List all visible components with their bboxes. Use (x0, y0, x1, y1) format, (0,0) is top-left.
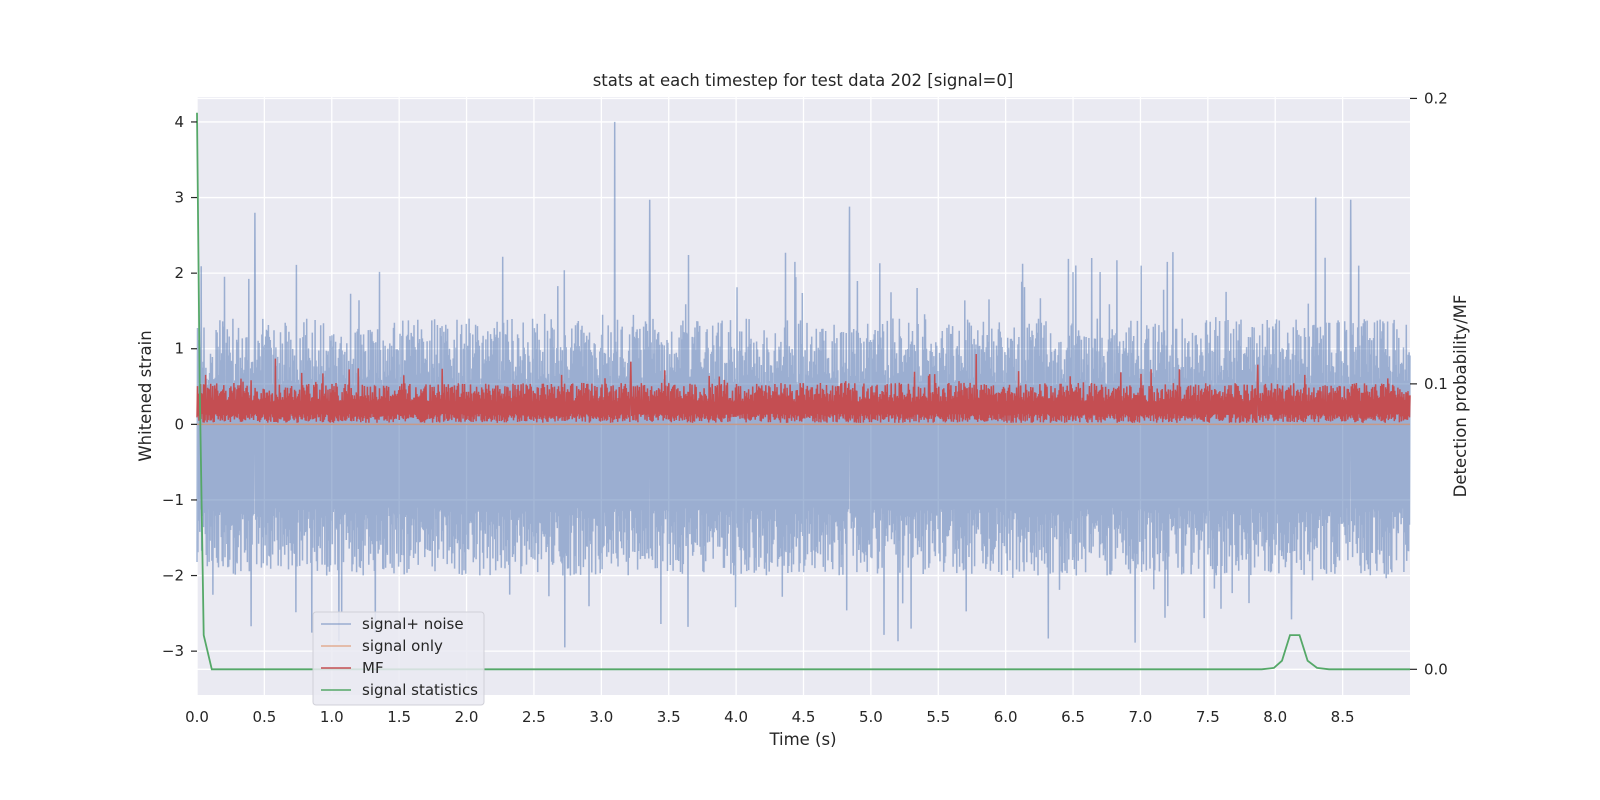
y2-tick-label: 0.0 (1424, 660, 1448, 678)
x-tick-label: 3.5 (657, 708, 681, 726)
y-axis-label: Whitened strain (136, 330, 155, 461)
y2-tick-label: 0.2 (1424, 89, 1448, 107)
x-tick-label: 0.0 (185, 708, 209, 726)
x-tick-label: 7.0 (1129, 708, 1153, 726)
y-tick-label: 3 (174, 189, 184, 207)
x-tick-label: 2.0 (455, 708, 479, 726)
y2-axis-ticks: 0.0 0.1 0.2 (1410, 89, 1448, 678)
x-axis-label: Time (s) (768, 730, 836, 749)
x-tick-label: 6.5 (1061, 708, 1085, 726)
x-tick-label: 4.0 (724, 708, 748, 726)
y-tick-label: 2 (174, 264, 184, 282)
legend-label-signal-noise: signal+ noise (362, 615, 464, 633)
x-tick-label: 1.5 (387, 708, 411, 726)
legend-label-mf: MF (362, 659, 384, 677)
y2-tick-label: 0.1 (1424, 375, 1448, 393)
x-tick-label: 2.5 (522, 708, 546, 726)
y-tick-label: 0 (174, 415, 184, 433)
x-tick-label: 5.5 (926, 708, 950, 726)
x-tick-label: 7.5 (1196, 708, 1220, 726)
x-tick-label: 5.0 (859, 708, 883, 726)
legend-label-signal-only: signal only (362, 637, 443, 655)
x-axis-ticks: 0.0 0.5 1.0 1.5 2.0 2.5 3.0 3.5 4.0 4.5 5.0 5.5 6.0 6… (185, 708, 1354, 726)
legend-box (312, 611, 485, 706)
y-tick-label: 1 (174, 340, 184, 358)
chart-title: stats at each timestep for test data 202… (593, 71, 1014, 90)
x-tick-label: 4.5 (792, 708, 816, 726)
y-tick-label: 4 (174, 113, 184, 131)
y-tick-label: −3 (162, 642, 184, 660)
legend-label-signal-statistics: signal statistics (362, 681, 478, 699)
x-tick-label: 8.5 (1331, 708, 1355, 726)
y2-axis-label: Detection probability/MF (1451, 295, 1470, 498)
x-tick-label: 0.5 (252, 708, 276, 726)
signal-statistics-series (196, 112, 1410, 671)
mf-line (196, 353, 1411, 423)
y-tick-label: −1 (162, 491, 184, 509)
mf-series (196, 353, 1411, 423)
x-tick-label: 6.0 (994, 708, 1018, 726)
x-tick-label: 8.0 (1263, 708, 1287, 726)
y-tick-label: −2 (162, 567, 184, 585)
y-axis-ticks: −3 −2 −1 0 1 2 3 4 (162, 113, 197, 660)
legend: signal+ noise signal only MF signal stat… (312, 611, 485, 706)
x-tick-label: 3.0 (589, 708, 613, 726)
signal-statistics-line (196, 112, 1410, 671)
x-tick-label: 1.0 (320, 708, 344, 726)
